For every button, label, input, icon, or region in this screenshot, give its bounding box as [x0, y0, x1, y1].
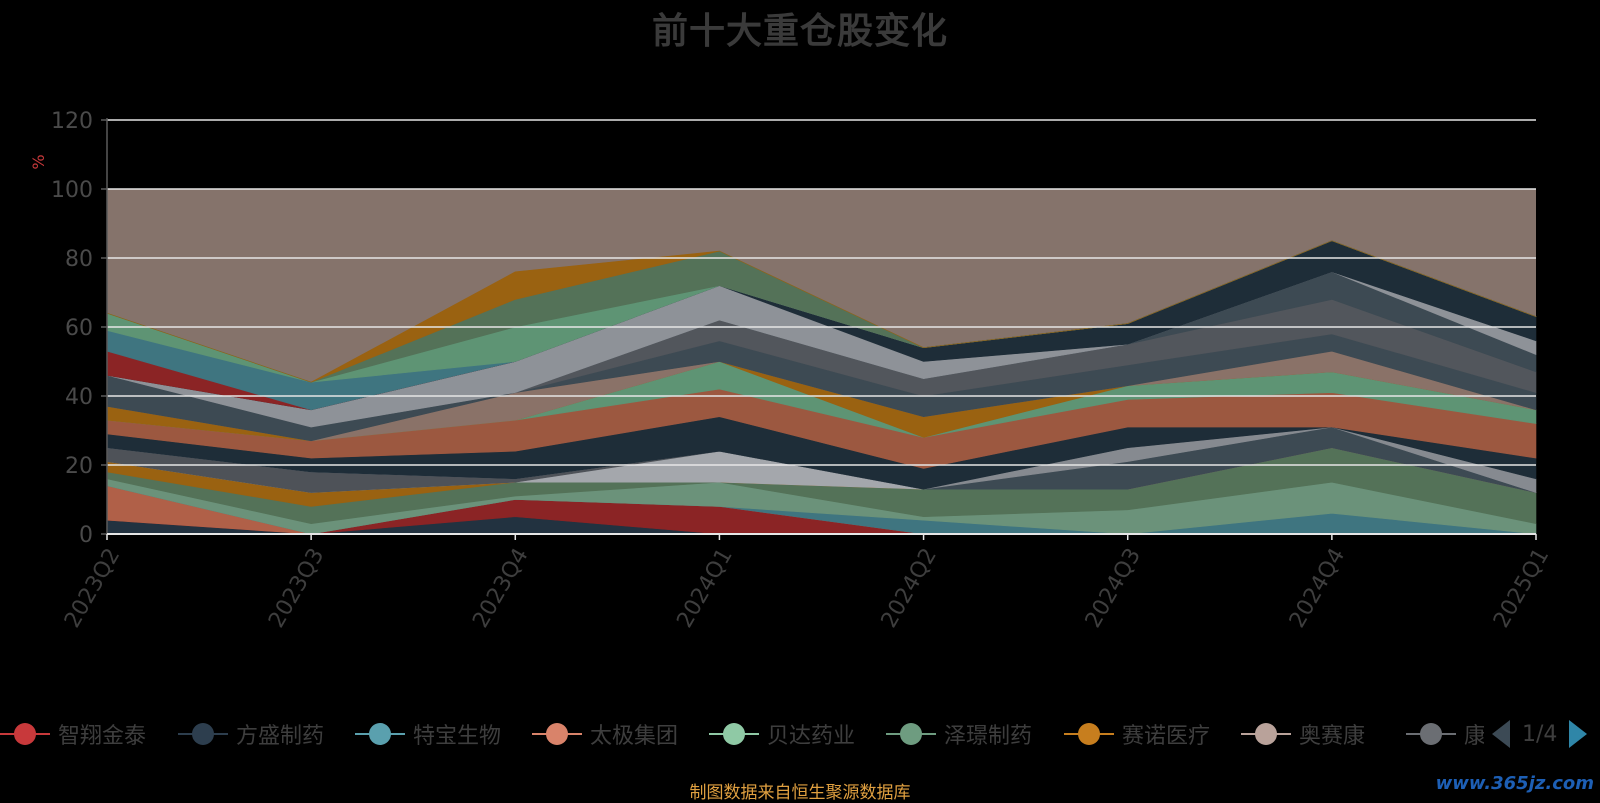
- legend-marker-icon: [886, 719, 936, 749]
- y-tick-label-0: 0: [79, 523, 93, 548]
- source-note: 制图数据来自恒生聚源数据库: [689, 783, 911, 803]
- legend-marker-icon: [532, 719, 582, 749]
- y-tick-label-20: 20: [65, 454, 93, 479]
- legend-label: 智翔金泰: [58, 724, 147, 749]
- legend-label: 特宝生物: [413, 724, 502, 749]
- x-tick-label-2024Q3: 2024Q3: [1081, 544, 1146, 632]
- legend-marker-icon: [0, 719, 50, 749]
- legend-next-page-icon[interactable]: [1569, 720, 1588, 748]
- x-tick-label-2024Q2: 2024Q2: [877, 544, 942, 632]
- legend-marker-icon: [1241, 719, 1291, 749]
- y-tick-label-120: 120: [51, 109, 93, 134]
- y-tick-labels: 0 20 40 60 80 100 120: [51, 109, 93, 548]
- x-tick-label-2023Q4: 2023Q4: [468, 544, 533, 632]
- y-tick-label-100: 100: [51, 178, 93, 203]
- x-tick-label-2024Q4: 2024Q4: [1285, 544, 1350, 632]
- legend-item[interactable]: 智翔金泰: [0, 714, 146, 754]
- legend-marker-icon: [355, 719, 405, 749]
- y-tick-label-40: 40: [65, 385, 93, 410]
- legend-label: 太极集团: [590, 724, 679, 749]
- legend-item[interactable]: 康: [1406, 714, 1484, 754]
- legend-label: 方盛制药: [236, 724, 325, 749]
- legend-label: 泽璟制药: [944, 724, 1033, 749]
- x-tick-label-2025Q1: 2025Q1: [1489, 544, 1554, 632]
- legend-label: 康: [1464, 724, 1484, 749]
- legend-item[interactable]: 方盛制药: [178, 714, 324, 754]
- y-axis-label: %: [29, 154, 48, 169]
- legend-label: 奥赛康: [1299, 724, 1366, 749]
- legend-item[interactable]: 贝达药业: [709, 714, 855, 754]
- legend-item[interactable]: 泽璟制药: [886, 714, 1032, 754]
- x-tick-labels: 2023Q2 2023Q3 2023Q4 2024Q1 2024Q2 2024Q3 2024…: [60, 544, 1554, 632]
- y-tick-label-60: 60: [65, 316, 93, 341]
- legend-marker-icon: [178, 719, 228, 749]
- x-tick-label-2023Q2: 2023Q2: [60, 544, 125, 632]
- gridlines: [107, 119, 1536, 466]
- x-tick-label-2023Q3: 2023Q3: [264, 544, 329, 632]
- legend-marker-icon: [709, 719, 759, 749]
- chart-title: 前十大重仓股变化: [651, 11, 948, 52]
- x-tick-label-2024Q1: 2024Q1: [672, 544, 737, 632]
- legend-label: 赛诺医疗: [1122, 724, 1211, 749]
- legend-label: 贝达药业: [767, 724, 856, 749]
- axes: [101, 118, 1537, 540]
- legend-pager: 1/4: [1492, 716, 1588, 752]
- legend-marker-icon: [1406, 719, 1456, 749]
- legend-marker-icon: [1064, 719, 1114, 749]
- area-series-group: [106, 240, 1537, 535]
- legend-item[interactable]: 太极集团: [532, 714, 678, 754]
- legend-items-viewport: 智翔金泰 方盛制药 特宝生物 太极集团 贝达药业 泽璟制药 赛诺医疗 奥赛康 康: [0, 714, 1484, 754]
- legend-item[interactable]: 特宝生物: [355, 714, 501, 754]
- legend-item[interactable]: 赛诺医疗: [1064, 714, 1210, 754]
- legend-prev-page-icon[interactable]: [1492, 720, 1510, 748]
- legend-page-indicator: 1/4: [1522, 721, 1558, 747]
- area-series-25: [106, 240, 1537, 383]
- y-tick-label-80: 80: [65, 247, 93, 272]
- legend: 智翔金泰 方盛制药 特宝生物 太极集团 贝达药业 泽璟制药 赛诺医疗 奥赛康 康 1/4: [0, 714, 1600, 754]
- legend-item[interactable]: 奥赛康: [1241, 714, 1365, 754]
- watermark: www.365jz.com: [1435, 773, 1594, 794]
